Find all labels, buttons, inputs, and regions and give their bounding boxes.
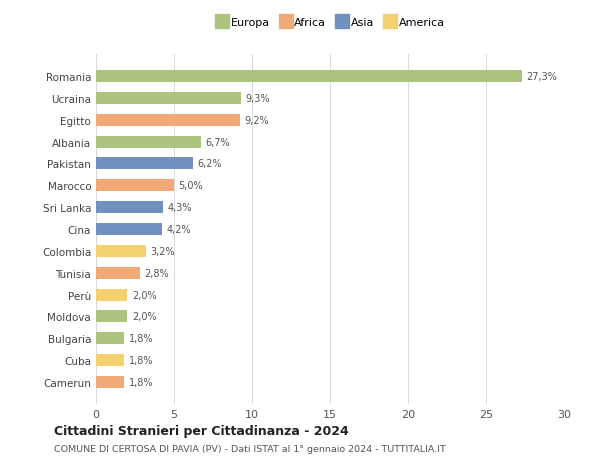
Bar: [96, 267, 140, 279]
Bar: [96, 202, 163, 214]
Text: 1,8%: 1,8%: [129, 355, 153, 365]
Text: 2,8%: 2,8%: [145, 268, 169, 278]
Text: 27,3%: 27,3%: [527, 72, 557, 82]
Text: 6,2%: 6,2%: [197, 159, 222, 169]
Bar: [96, 245, 146, 257]
Bar: [96, 332, 124, 344]
Text: COMUNE DI CERTOSA DI PAVIA (PV) - Dati ISTAT al 1° gennaio 2024 - TUTTITALIA.IT: COMUNE DI CERTOSA DI PAVIA (PV) - Dati I…: [54, 444, 446, 453]
Text: 9,2%: 9,2%: [244, 116, 269, 125]
Bar: [96, 289, 127, 301]
Bar: [96, 180, 174, 192]
Text: 5,0%: 5,0%: [179, 181, 203, 191]
Text: 1,8%: 1,8%: [129, 377, 153, 387]
Bar: [96, 136, 200, 148]
Bar: [96, 158, 193, 170]
Text: 6,7%: 6,7%: [205, 137, 230, 147]
Bar: [96, 71, 522, 83]
Bar: [96, 115, 239, 127]
Bar: [96, 311, 127, 323]
Text: 2,0%: 2,0%: [132, 290, 157, 300]
Bar: [96, 376, 124, 388]
Bar: [96, 224, 161, 235]
Bar: [96, 354, 124, 366]
Text: 4,3%: 4,3%: [168, 203, 192, 213]
Legend: Europa, Africa, Asia, America: Europa, Africa, Asia, America: [213, 15, 447, 30]
Text: 1,8%: 1,8%: [129, 334, 153, 343]
Text: Cittadini Stranieri per Cittadinanza - 2024: Cittadini Stranieri per Cittadinanza - 2…: [54, 424, 349, 437]
Text: 4,2%: 4,2%: [166, 224, 191, 235]
Text: 3,2%: 3,2%: [151, 246, 175, 256]
Text: 2,0%: 2,0%: [132, 312, 157, 322]
Text: 9,3%: 9,3%: [246, 94, 270, 104]
Bar: [96, 93, 241, 105]
